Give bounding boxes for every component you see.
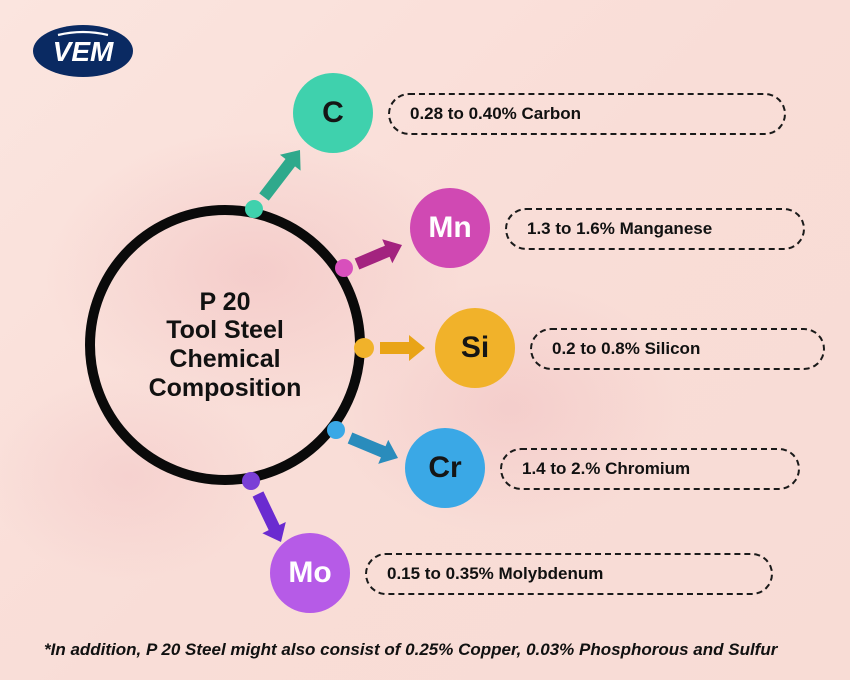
node-dot-carbon: [245, 200, 263, 218]
brand-logo: VEM: [28, 22, 138, 80]
footnote: *In addition, P 20 Steel might also cons…: [44, 640, 777, 660]
title-line: Tool Steel: [149, 316, 302, 345]
element-circle-carbon: C: [293, 73, 373, 153]
desc-pill-manganese: 1.3 to 1.6% Manganese: [505, 208, 805, 250]
node-dot-chromium: [327, 421, 345, 439]
element-circle-chromium: Cr: [405, 428, 485, 508]
desc-pill-silicon: 0.2 to 0.8% Silicon: [530, 328, 825, 370]
title-line: Composition: [149, 374, 302, 403]
title-line: P 20: [149, 288, 302, 317]
element-circle-molybdenum: Mo: [270, 533, 350, 613]
main-title: P 20Tool SteelChemicalComposition: [149, 288, 302, 403]
desc-pill-chromium: 1.4 to 2.% Chromium: [500, 448, 800, 490]
node-dot-silicon: [354, 338, 374, 358]
element-circle-silicon: Si: [435, 308, 515, 388]
main-circle: P 20Tool SteelChemicalComposition: [85, 205, 365, 485]
desc-pill-carbon: 0.28 to 0.40% Carbon: [388, 93, 786, 135]
element-circle-manganese: Mn: [410, 188, 490, 268]
footnote-text: *In addition, P 20 Steel might also cons…: [44, 640, 777, 659]
desc-pill-molybdenum: 0.15 to 0.35% Molybdenum: [365, 553, 773, 595]
node-dot-manganese: [335, 259, 353, 277]
logo-text: VEM: [53, 36, 114, 67]
node-dot-molybdenum: [242, 472, 260, 490]
title-line: Chemical: [149, 345, 302, 374]
